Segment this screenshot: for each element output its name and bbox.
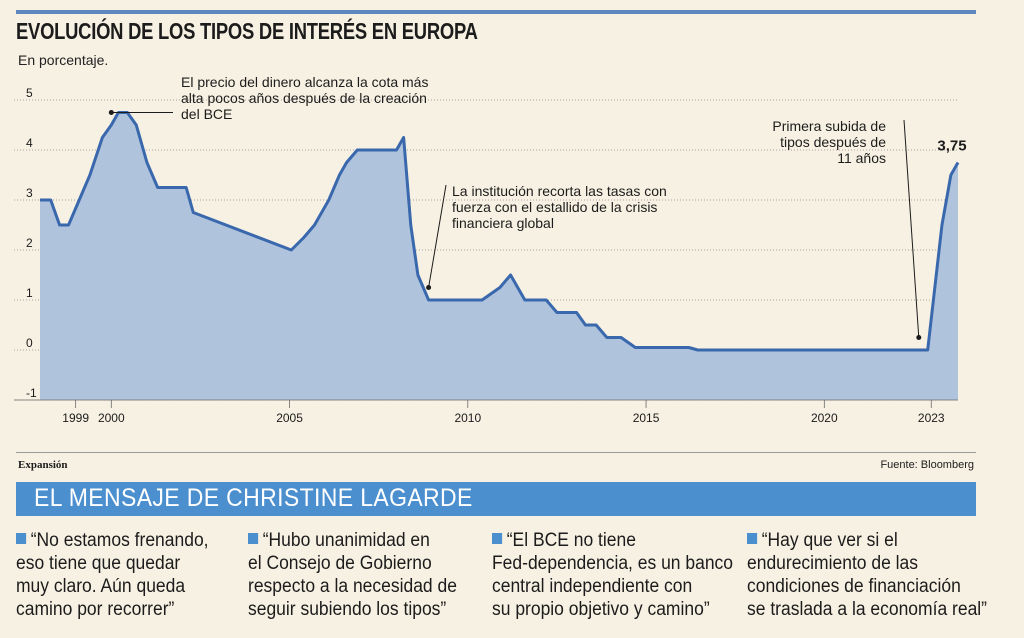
quote-1-line-4: camino por recorrer” xyxy=(16,599,175,620)
x-tick-label: 2005 xyxy=(276,411,303,425)
quote-4: “Hay que ver si el endurecimiento de las… xyxy=(747,529,987,621)
y-tick-label: 5 xyxy=(26,86,33,100)
annotation-text: La institución recorta las tasas con xyxy=(452,183,667,199)
quote-bullet-icon xyxy=(248,533,259,544)
quote-3-line-2: Fed-dependencia, es un banco xyxy=(492,553,734,574)
annotation-dot xyxy=(426,285,432,290)
brand-logo: Expansión xyxy=(18,459,68,471)
annotation-dot xyxy=(916,335,922,340)
x-tick-label: 2020 xyxy=(811,411,838,425)
quote-2-line-3: respecto a la necesidad de xyxy=(248,576,457,597)
annotation-dot xyxy=(108,110,114,115)
annotation-text: fuerza con el estallido de la crisis xyxy=(452,199,657,215)
y-tick-label: -1 xyxy=(26,386,37,400)
quote-4-line-3: condiciones de financiación xyxy=(747,576,961,597)
quote-1: “No estamos frenando, eso tiene que qued… xyxy=(16,529,209,621)
quote-2-line-4: seguir subiendo los tipos” xyxy=(248,599,447,620)
chart-annotations: 3,75 El precio del dinero alcanza la cota… xyxy=(108,74,967,340)
x-tick-label: 2023 xyxy=(918,411,945,425)
annotation-text: El precio del dinero alcanza la cota más xyxy=(181,74,428,90)
annotation-text: 11 años xyxy=(837,150,886,166)
x-tick-label: 2000 xyxy=(98,411,125,425)
chart-subtitle: En porcentaje. xyxy=(18,52,109,68)
y-tick-label: 3 xyxy=(26,186,33,200)
interest-rate-chart: 5 4 3 2 1 0 -1 1999 2000 2005 2010 2015 2020 2023 3,… xyxy=(14,74,967,425)
quote-bullet-icon xyxy=(747,533,758,544)
y-tick-label: 4 xyxy=(26,136,33,150)
series-area-fill xyxy=(40,112,958,400)
lagarde-banner: EL MENSAJE DE CHRISTINE LAGARDE xyxy=(16,482,976,516)
y-tick-label: 0 xyxy=(26,336,33,350)
x-tick-label: 2015 xyxy=(633,411,660,425)
quote-3-line-3: central independiente con xyxy=(492,576,693,597)
top-rule xyxy=(16,10,976,14)
source-rule xyxy=(16,452,976,453)
quotes-row: “No estamos frenando, eso tiene que qued… xyxy=(16,529,987,634)
quote-2-line-2: el Consejo de Gobierno xyxy=(248,553,432,574)
quote-4-line-2: endurecimiento de las xyxy=(747,553,919,574)
quote-4-line-1: “Hay que ver si el xyxy=(761,530,898,551)
quote-bullet-icon xyxy=(492,533,503,544)
quote-3: “El BCE no tiene Fed-dependencia, es un … xyxy=(492,529,733,621)
annotation-text: del BCE xyxy=(181,106,232,122)
quote-3-line-1: “El BCE no tiene xyxy=(506,530,636,551)
annotation-text: financiera global xyxy=(452,215,554,231)
quote-bullet-icon xyxy=(16,533,27,544)
quote-1-line-1: “No estamos frenando, xyxy=(30,530,209,551)
quote-2-line-1: “Hubo unanimidad en xyxy=(262,530,430,551)
annotation-leader xyxy=(903,119,920,338)
end-value-label: 3,75 xyxy=(937,138,966,155)
chart-area-layer xyxy=(40,111,960,400)
quote-3-line-4: su propio objetivo y camino” xyxy=(492,599,710,620)
x-tick-label: 1999 xyxy=(62,411,89,425)
annotation-leader xyxy=(428,184,447,288)
source-note: Fuente: Bloomberg xyxy=(880,459,974,471)
banner-title: EL MENSAJE DE CHRISTINE LAGARDE xyxy=(34,484,473,512)
y-tick-label: 2 xyxy=(26,236,33,250)
quote-2: “Hubo unanimidad en el Consejo de Gobier… xyxy=(248,529,457,621)
y-axis: 5 4 3 2 1 0 -1 xyxy=(26,86,37,400)
quote-4-line-4: se traslada a la economía real” xyxy=(747,599,988,620)
x-tick-label: 2010 xyxy=(454,411,481,425)
page-title: EVOLUCIÓN DE LOS TIPOS DE INTERÉS EN EUR… xyxy=(16,18,478,44)
annotation-text: Primera subida de xyxy=(772,118,886,134)
annotation-text: tipos después de xyxy=(780,134,886,150)
quote-1-line-2: eso tiene que quedar xyxy=(16,553,181,574)
annotation-text: alta pocos años después de la creación xyxy=(181,90,427,106)
quote-1-line-3: muy claro. Aún queda xyxy=(16,576,186,597)
y-tick-label: 1 xyxy=(26,286,33,300)
x-axis: 1999 2000 2005 2010 2015 2020 2023 xyxy=(14,399,958,425)
